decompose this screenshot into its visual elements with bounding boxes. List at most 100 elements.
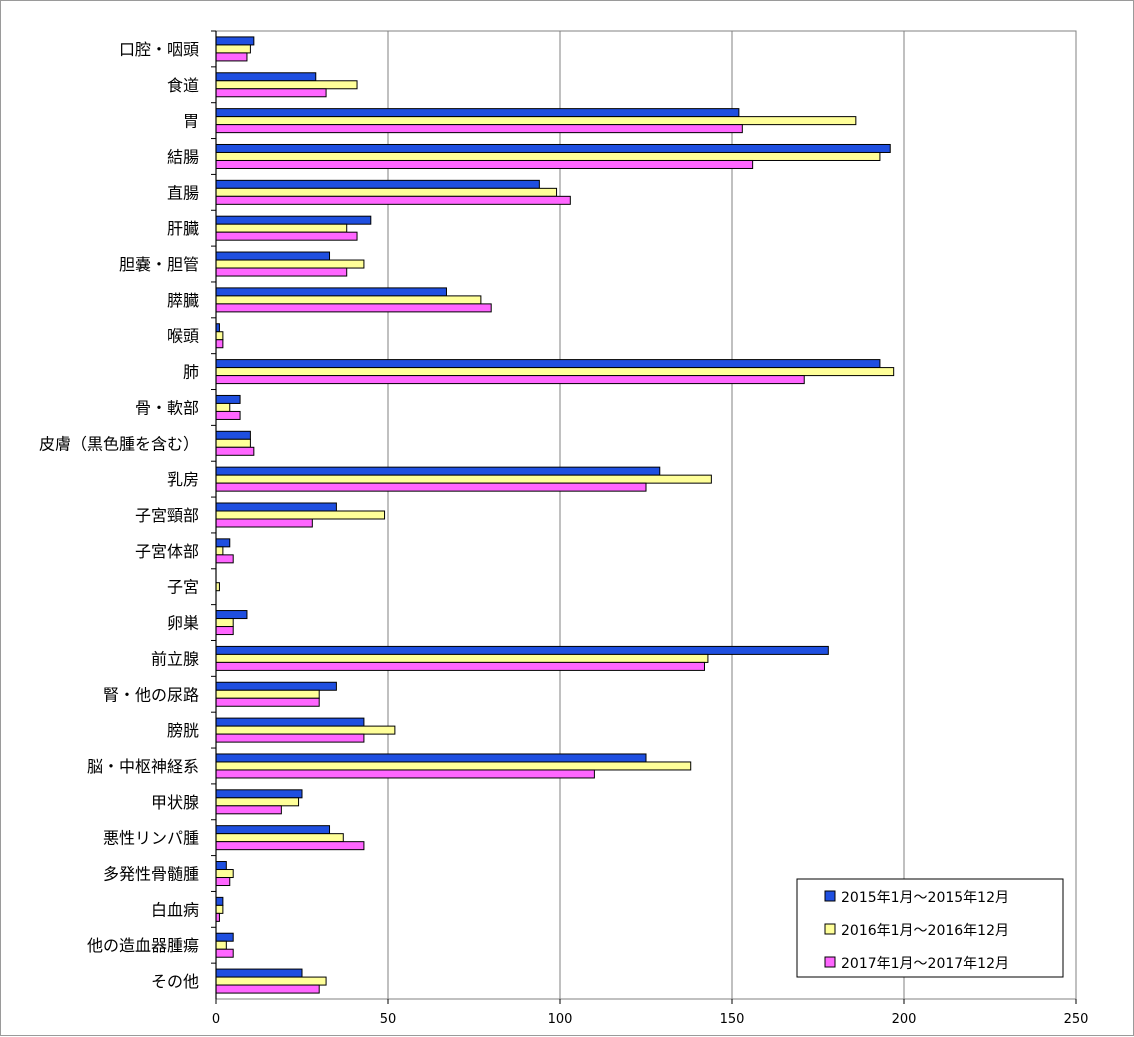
category-label: 卵巣 xyxy=(167,614,199,633)
category-label: 子宮頸部 xyxy=(135,506,199,525)
category-label: 骨・軟部 xyxy=(135,398,199,417)
category-label: 乳房 xyxy=(167,470,199,489)
bar xyxy=(215,896,224,906)
category-label: 膵臓 xyxy=(167,291,199,310)
bar xyxy=(215,446,255,456)
x-tick-label: 50 xyxy=(380,1012,397,1027)
bar xyxy=(215,466,661,476)
category-label: 前立腺 xyxy=(151,649,199,668)
x-tick-label: 250 xyxy=(1064,1012,1089,1027)
bar xyxy=(215,430,251,440)
bar xyxy=(215,44,251,54)
category-label: 直腸 xyxy=(167,183,199,202)
bar xyxy=(215,259,365,269)
bar xyxy=(215,375,805,385)
legend-swatch xyxy=(824,890,836,902)
bar xyxy=(215,80,358,90)
bar xyxy=(215,187,558,197)
bar xyxy=(215,195,571,205)
bar xyxy=(215,223,348,233)
bar xyxy=(215,976,327,986)
bar xyxy=(215,869,234,879)
bar xyxy=(215,645,829,655)
bar xyxy=(215,124,743,134)
category-label: 子宮 xyxy=(167,578,199,597)
category-label: 腎・他の尿路 xyxy=(103,685,199,704)
bar xyxy=(215,626,234,636)
bar xyxy=(215,789,303,799)
bar xyxy=(215,554,234,564)
category-label: 他の造血器腫瘍 xyxy=(87,936,199,955)
bar xyxy=(215,251,331,261)
bar xyxy=(215,303,492,313)
axes xyxy=(211,30,1077,1004)
bar xyxy=(215,295,482,305)
x-tick-label: 100 xyxy=(548,1012,573,1027)
bar xyxy=(215,287,447,297)
bar xyxy=(215,725,396,735)
category-label: 口腔・咽頭 xyxy=(119,40,199,59)
category-label: 悪性リンパ腫 xyxy=(103,829,199,848)
x-tick-label: 0 xyxy=(212,1012,220,1027)
bar xyxy=(215,88,327,98)
category-label: 白血病 xyxy=(151,900,199,919)
bar xyxy=(215,681,337,691)
legend-label: 2015年1月～2015年12月 xyxy=(841,890,1009,906)
bar xyxy=(215,546,224,556)
bar xyxy=(215,618,234,628)
bar xyxy=(215,339,224,349)
bar xyxy=(215,689,320,699)
category-label: その他 xyxy=(151,972,199,991)
bar xyxy=(215,402,231,412)
bar xyxy=(215,968,303,978)
bar xyxy=(215,753,647,763)
bar xyxy=(215,861,227,871)
bar xyxy=(215,231,358,241)
category-label: 脳・中枢神経系 xyxy=(87,757,199,776)
bar xyxy=(215,474,712,484)
bar xyxy=(215,940,227,950)
bar xyxy=(215,538,231,548)
bar xyxy=(215,179,540,189)
bar xyxy=(215,733,365,743)
category-label: 食道 xyxy=(167,76,199,95)
bar xyxy=(215,510,386,520)
bar xyxy=(215,482,647,492)
bar xyxy=(215,36,255,46)
category-label: 多発性骨髄腫 xyxy=(103,865,199,884)
legend-label: 2017年1月～2017年12月 xyxy=(841,956,1009,972)
bar xyxy=(215,932,234,942)
bar xyxy=(215,394,241,404)
bar xyxy=(215,825,331,835)
legend-box xyxy=(796,878,1064,978)
category-label: 胆嚢・胆管 xyxy=(119,255,199,274)
bar xyxy=(215,984,320,994)
x-tick-labels: 0 50 100 150 200 250 xyxy=(212,1012,1089,1027)
bar xyxy=(215,359,881,369)
x-tick-label: 150 xyxy=(720,1012,745,1027)
bar xyxy=(215,143,891,153)
category-label: 結腸 xyxy=(167,147,199,166)
bar xyxy=(215,948,234,958)
bar xyxy=(215,653,709,663)
bar xyxy=(215,410,241,420)
bar xyxy=(215,331,224,341)
legend: 2015年1月～2015年12月 2016年1月～2016年12月 2017年1月～… xyxy=(796,878,1064,978)
bar xyxy=(215,833,344,843)
bar xyxy=(215,151,881,161)
bar xyxy=(215,610,248,620)
x-tick-label: 200 xyxy=(892,1012,917,1027)
bar xyxy=(215,72,317,82)
bar xyxy=(215,267,348,277)
bar xyxy=(215,52,248,62)
category-label: 肺 xyxy=(183,363,199,382)
bar xyxy=(215,116,857,126)
bars xyxy=(215,36,895,994)
legend-swatch xyxy=(824,923,836,935)
bar xyxy=(215,661,705,671)
category-label: 肝臓 xyxy=(167,219,199,238)
bar xyxy=(215,717,365,727)
